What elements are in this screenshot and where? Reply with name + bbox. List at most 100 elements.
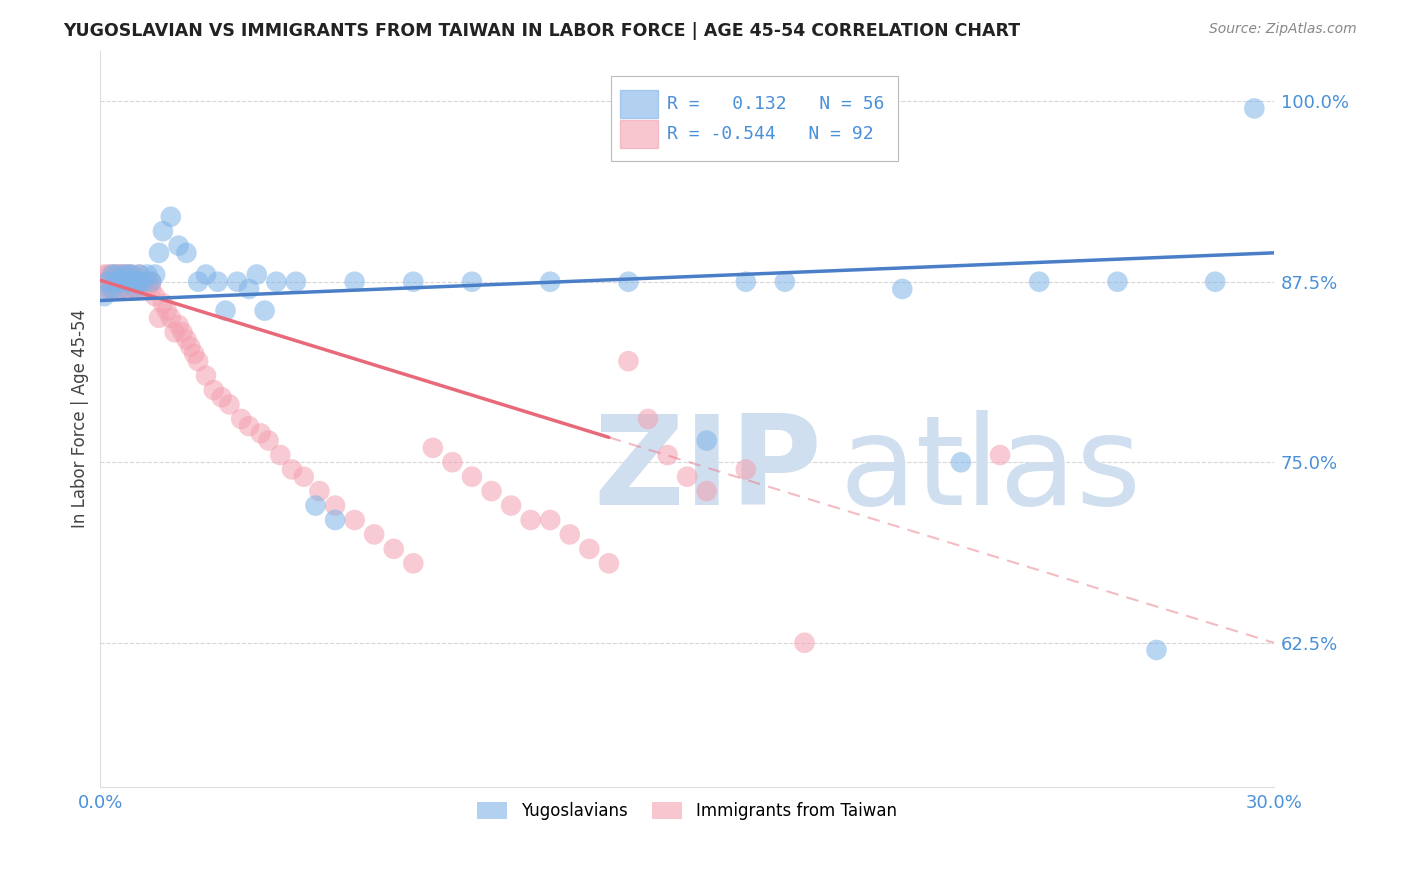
Legend: Yugoslavians, Immigrants from Taiwan: Yugoslavians, Immigrants from Taiwan [471,795,904,827]
Point [97,275,120,289]
Point [538,513,561,527]
Point [266,275,288,289]
Point [172,326,194,340]
Point [121,275,143,289]
Point [176,245,198,260]
Point [657,448,679,462]
Point [132,275,155,289]
Point [117,275,139,289]
Point [128,275,150,289]
Point [1146,643,1168,657]
Point [105,268,128,282]
Point [988,448,1011,462]
Point [249,426,271,441]
Point [257,434,280,448]
Point [97,275,120,289]
Point [117,268,139,282]
Point [813,102,835,116]
Point [141,275,163,289]
FancyBboxPatch shape [620,90,658,118]
Point [112,268,135,282]
Point [159,210,181,224]
Point [231,412,253,426]
Point [112,282,135,296]
Point [696,484,718,499]
Point [105,282,128,296]
Point [97,275,120,289]
Point [773,275,796,289]
FancyBboxPatch shape [610,77,898,161]
Point [124,275,146,289]
Point [734,275,756,289]
Point [578,541,600,556]
Point [108,275,131,289]
Point [793,636,815,650]
Point [194,368,217,383]
Point [363,527,385,541]
Point [441,455,464,469]
Point [108,275,131,289]
Point [101,275,124,289]
Point [214,303,236,318]
Point [136,282,159,296]
Point [132,282,155,296]
Point [402,557,425,571]
Point [141,282,163,296]
Point [128,275,150,289]
Point [343,275,366,289]
Text: ZIP: ZIP [593,410,823,531]
Point [598,557,620,571]
Point [97,268,120,282]
Point [343,513,366,527]
Point [461,275,484,289]
Point [696,434,718,448]
Point [124,282,146,296]
Point [852,102,875,116]
Point [121,275,143,289]
Point [112,275,135,289]
Point [101,268,124,282]
Point [93,282,115,296]
Point [152,296,174,310]
Point [207,275,229,289]
Point [323,499,346,513]
Point [117,282,139,296]
Point [121,275,143,289]
Point [1107,275,1129,289]
Point [187,275,209,289]
Point [1204,275,1226,289]
Point [179,340,201,354]
Point [112,268,135,282]
Point [501,499,523,513]
Point [519,513,541,527]
Point [108,282,131,296]
Text: atlas: atlas [839,410,1142,531]
Point [108,275,131,289]
Point [124,275,146,289]
Point [558,527,581,541]
Point [269,448,291,462]
Point [128,268,150,282]
Point [617,354,640,368]
Point [93,275,115,289]
Point [481,484,503,499]
Point [382,541,405,556]
Point [676,469,699,483]
Point [117,268,139,282]
Point [167,318,190,332]
Point [183,347,205,361]
Point [284,275,307,289]
Point [949,455,972,469]
Point [617,275,640,289]
Point [112,275,135,289]
Point [246,268,269,282]
Point [101,268,124,282]
Point [117,275,139,289]
Point [253,303,276,318]
FancyBboxPatch shape [620,120,658,148]
Point [101,282,124,296]
Point [143,268,166,282]
Point [167,238,190,252]
Point [461,469,484,483]
Point [121,282,143,296]
